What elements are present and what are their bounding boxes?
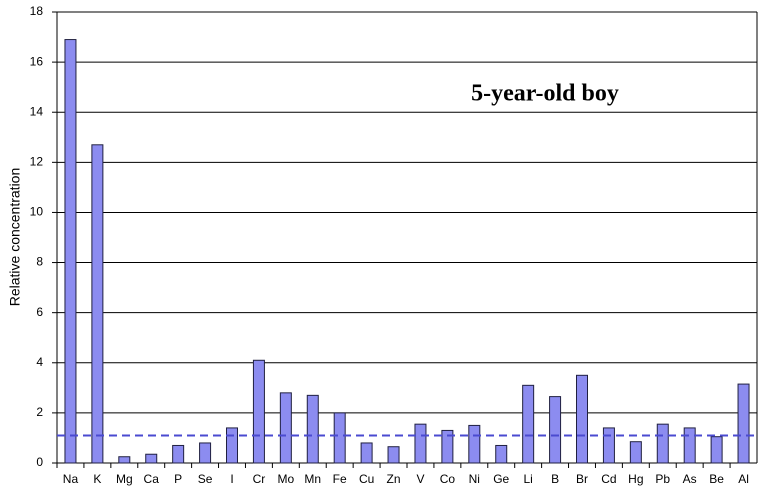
x-tick-label: Co	[440, 472, 456, 486]
x-tick-label: Be	[709, 472, 724, 486]
x-tick-label: Ca	[144, 472, 160, 486]
bar	[468, 424, 481, 464]
y-tick-label: 18	[30, 4, 44, 18]
bar	[387, 446, 400, 464]
x-tick-label: P	[174, 472, 182, 486]
bar	[252, 359, 265, 464]
x-tick-label: V	[416, 472, 424, 486]
x-tick-label: Mn	[304, 472, 321, 486]
x-tick-label: Cd	[601, 472, 616, 486]
bar	[333, 412, 346, 464]
x-tick-label: Al	[738, 472, 749, 486]
bar	[549, 396, 562, 464]
x-tick-label: Cu	[359, 472, 374, 486]
y-tick-label: 4	[36, 355, 43, 369]
bar	[306, 394, 319, 464]
bar	[360, 442, 373, 464]
bar	[629, 441, 642, 464]
y-tick-label: 6	[36, 305, 43, 319]
bar	[495, 444, 508, 464]
x-tick-label: Li	[523, 472, 532, 486]
bar	[683, 427, 696, 464]
x-tick-label: B	[551, 472, 559, 486]
bar	[199, 442, 212, 464]
x-tick-label: As	[683, 472, 697, 486]
y-tick-label: 8	[36, 255, 43, 269]
bar	[737, 383, 750, 464]
x-tick-label: Br	[576, 472, 588, 486]
bar	[656, 423, 669, 464]
bar	[118, 456, 131, 464]
y-tick-label: 2	[36, 405, 43, 419]
x-tick-label: Mg	[116, 472, 133, 486]
x-tick-label: I	[230, 472, 233, 486]
bar	[522, 384, 535, 464]
bar	[145, 453, 158, 464]
y-tick-label: 0	[36, 455, 43, 469]
x-tick-label: Fe	[333, 472, 347, 486]
y-tick-label: 12	[30, 155, 44, 169]
bar	[710, 436, 723, 464]
bar	[414, 423, 427, 464]
bar	[226, 427, 238, 464]
y-tick-label: 14	[30, 104, 44, 118]
annotation: 5-year-old boy	[471, 81, 619, 107]
x-tick-label: Cr	[253, 472, 266, 486]
x-tick-label: Na	[63, 472, 79, 486]
x-tick-label: Ni	[469, 472, 480, 486]
y-tick-label: 10	[30, 205, 44, 219]
x-tick-label: Se	[198, 472, 213, 486]
bar	[441, 429, 454, 464]
bar	[64, 39, 77, 464]
x-tick-label: K	[93, 472, 101, 486]
x-tick-label: Ge	[493, 472, 509, 486]
x-tick-label: Zn	[387, 472, 401, 486]
bar	[172, 444, 185, 464]
bar	[602, 427, 615, 464]
bar	[576, 374, 588, 464]
y-tick-label: 16	[30, 54, 44, 68]
bar	[91, 144, 104, 464]
y-axis-label: Relative concentration	[7, 168, 23, 307]
bar	[279, 392, 292, 464]
x-tick-label: Mo	[278, 472, 295, 486]
x-tick-label: Pb	[655, 472, 670, 486]
x-tick-label: Hg	[628, 472, 643, 486]
